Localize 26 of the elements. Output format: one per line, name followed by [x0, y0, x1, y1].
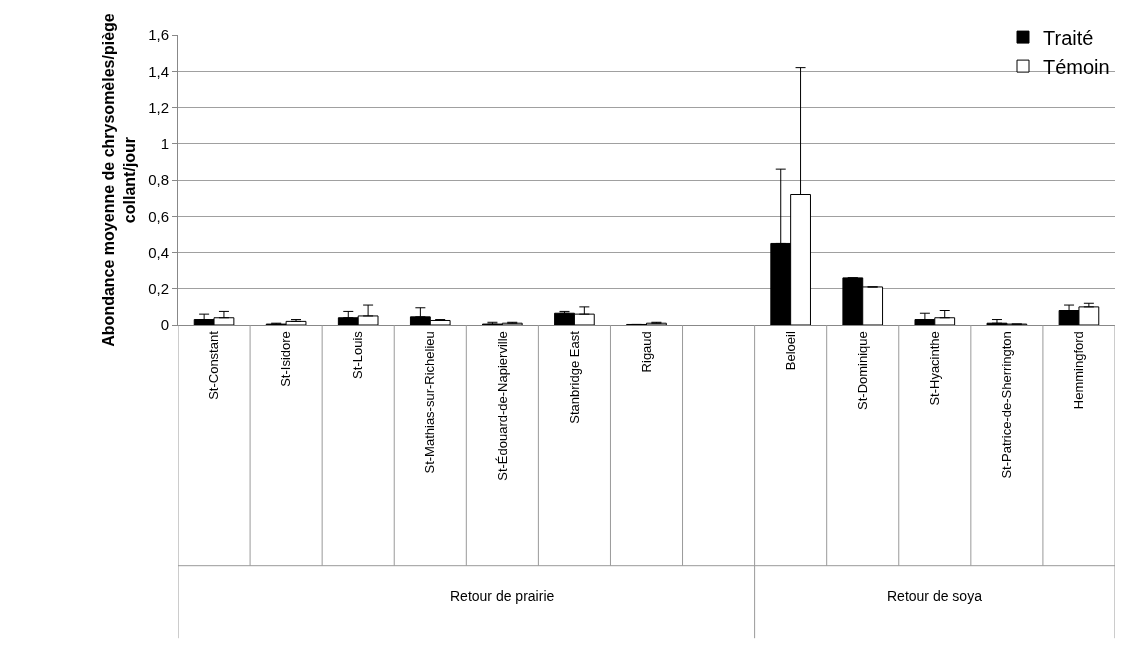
y-tick-label: 0,4 [148, 243, 169, 261]
y-axis-title: Abondance moyenne de chrysomèles/piège collant/jour [100, 13, 139, 347]
legend-label: Traité [1043, 26, 1094, 49]
x-tick-label: St-Hyacinthe [927, 331, 943, 406]
text: Retour de prairie [450, 588, 555, 604]
x-tick-label: St-Dominique [854, 331, 870, 410]
x-tick-label: St-Patrice-de-Sherrington [999, 331, 1015, 479]
x-tick-label: Stanbridge East [566, 330, 582, 424]
x-tick-label: St-Mathias-sur-Richelieu [422, 331, 438, 474]
x-tick-label: Rigaud [638, 331, 654, 373]
y-tick-label: 1,2 [148, 98, 169, 116]
y-tick-label: 1,4 [148, 62, 169, 80]
y-tick-label: 1,6 [148, 26, 169, 44]
y-tick-label: 0 [160, 316, 169, 334]
y-tick-label: 1 [160, 135, 169, 152]
x-tick-label: St-Louis [350, 330, 366, 379]
text: Retour de soya [887, 588, 983, 604]
y-tick-label: 0,8 [148, 171, 169, 189]
y-tick-label: 0,6 [148, 207, 169, 225]
x-tick-label: Beloeil [782, 331, 798, 371]
x-tick-label: St-Isidore [278, 331, 294, 387]
y-tick-label: 0,2 [148, 280, 169, 297]
x-tick-label: St-Constant [206, 330, 222, 400]
x-tick-label: St-Édouard-de-Napierville [494, 331, 510, 481]
legend-label: Témoin [1043, 55, 1110, 78]
x-tick-label: Hemmingford [1071, 331, 1087, 410]
